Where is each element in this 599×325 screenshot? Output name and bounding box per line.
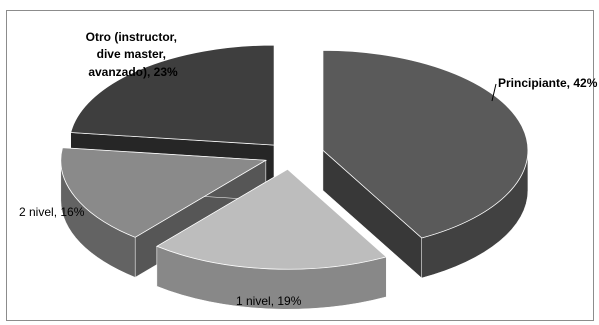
leader-line-principiante — [491, 83, 497, 102]
label-1-nivel: 1 nivel, 19% — [236, 294, 302, 308]
pie-tops — [60, 44, 529, 270]
label-2-nivel: 2 nivel, 16% — [19, 205, 85, 219]
label-otro: Otro (instructor, dive master, avanzado)… — [86, 30, 181, 79]
slice-otro-instructor-dive-master-avanzado — [70, 44, 275, 146]
label-principiante: Principiante, 42% — [498, 76, 598, 90]
slice-2-nivel — [60, 147, 268, 238]
slice-principiante — [322, 49, 529, 239]
slice-1-nivel — [155, 168, 388, 270]
